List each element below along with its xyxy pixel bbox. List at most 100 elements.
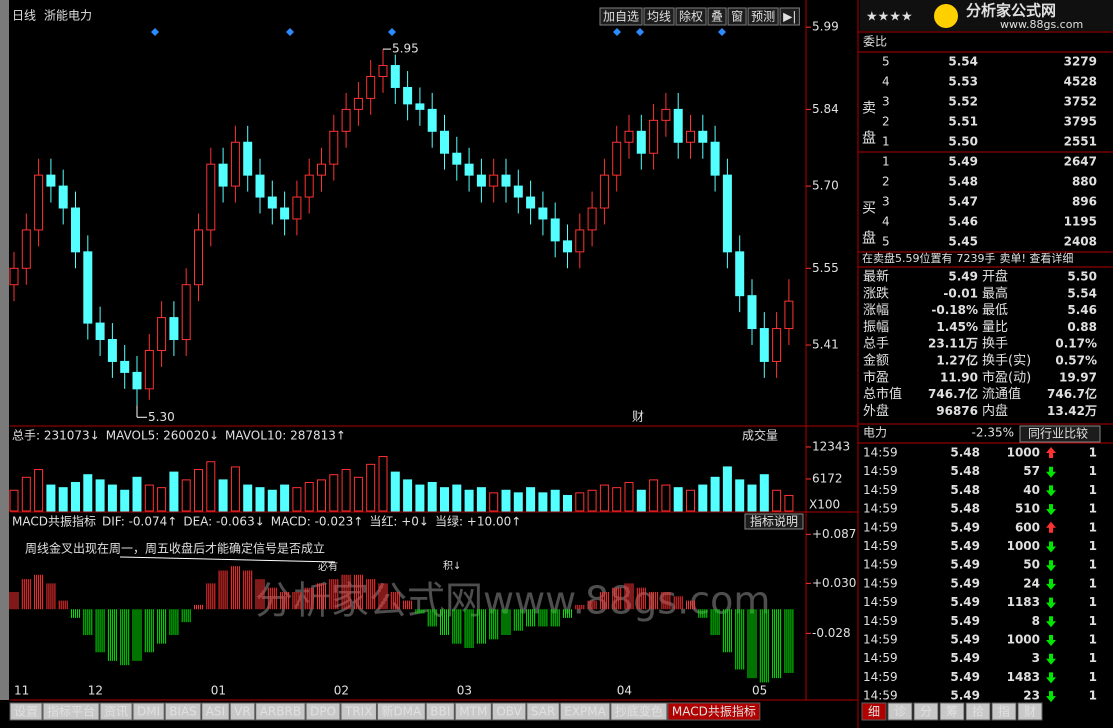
candle-body	[230, 141, 240, 187]
tab[interactable]	[454, 702, 492, 721]
industry-button[interactable]	[1019, 425, 1101, 443]
annotation: 周线金叉出现在周一，周五收盘后才能确定信号是否成立	[25, 541, 325, 556]
tab[interactable]	[255, 702, 306, 721]
tab-label[interactable]: BBI	[430, 705, 450, 719]
tab[interactable]	[340, 702, 377, 721]
toolbar-button-label[interactable]: 除权	[679, 9, 703, 24]
tab-label[interactable]: DMI	[137, 705, 160, 719]
tab-label[interactable]: DPO	[310, 705, 336, 719]
candle-body	[710, 141, 720, 176]
volume-bar	[181, 479, 191, 512]
toolbar-button-label[interactable]: 窗	[731, 10, 743, 24]
tab[interactable]	[9, 702, 43, 721]
toolbar-button-label[interactable]: ▶|	[783, 10, 796, 24]
tick-count: 1	[1089, 520, 1097, 534]
tick-count: 1	[1089, 689, 1097, 703]
toolbar-button-label[interactable]: 预测	[751, 10, 775, 24]
volume-bar	[489, 492, 499, 512]
volume-bar	[698, 484, 708, 512]
tab-label[interactable]: OBV	[496, 705, 522, 719]
tab-label[interactable]: EXPMA	[564, 705, 606, 719]
side-tab-label[interactable]: 筹	[946, 705, 958, 719]
toolbar-button[interactable]	[779, 7, 800, 26]
tab-label[interactable]: ARBRB	[260, 705, 301, 719]
toolbar-button[interactable]	[727, 7, 747, 26]
side-tab-label[interactable]: 分	[920, 705, 932, 719]
explain-button[interactable]	[744, 513, 804, 530]
side-tab-label[interactable]: 拾	[972, 704, 984, 719]
candle-body	[427, 108, 437, 132]
tick-time: 14:59	[863, 576, 898, 590]
tab-label[interactable]: ASI	[206, 705, 225, 719]
quote-label: 内盘	[982, 403, 1008, 419]
volume-bar	[686, 489, 695, 512]
tab[interactable]	[42, 702, 100, 721]
tick-volume: 1000	[1007, 633, 1040, 647]
tab-label[interactable]: 抄底变色	[615, 704, 663, 719]
tick-volume: 3	[1032, 651, 1040, 665]
logo-url: www.88gs.com	[1000, 18, 1083, 31]
side-tab[interactable]	[913, 702, 939, 721]
toolbar-button-label[interactable]: 加自选	[603, 10, 639, 24]
side-tab-label[interactable]: 财	[1024, 705, 1036, 719]
book-volume: 2551	[1064, 135, 1097, 149]
tab-label[interactable]: MACD共振指标	[672, 704, 756, 719]
candle-body	[735, 251, 745, 297]
tab[interactable]	[229, 702, 256, 721]
quote-label: 市盈	[863, 369, 889, 385]
tab-label[interactable]: 新DMA	[381, 704, 422, 719]
tab-label[interactable]: 资讯	[104, 705, 128, 719]
candle-body	[280, 207, 290, 220]
tab[interactable]	[559, 702, 611, 721]
tab-label[interactable]: TRIX	[344, 705, 372, 719]
explain-button-label[interactable]: 指标说明	[750, 514, 798, 529]
book-price: 5.46	[948, 215, 978, 229]
tab[interactable]	[132, 702, 165, 721]
candle-body	[267, 196, 277, 209]
side-tab[interactable]	[1017, 702, 1043, 721]
toolbar-button-label[interactable]: 叠	[711, 10, 723, 24]
side-tab[interactable]	[887, 702, 913, 721]
side-tab[interactable]	[991, 702, 1017, 721]
tick-arrow	[1046, 672, 1056, 684]
side-tab-label[interactable]: 细	[868, 705, 880, 719]
candle-body	[390, 65, 400, 88]
toolbar-button[interactable]	[675, 7, 707, 26]
book-volume: 1195	[1064, 215, 1097, 229]
toolbar-button-label[interactable]: 均线	[647, 10, 671, 24]
tab[interactable]	[526, 702, 560, 721]
tab-label[interactable]: VR	[234, 705, 251, 719]
toolbar-button[interactable]	[707, 7, 727, 26]
tab[interactable]	[305, 702, 341, 721]
tab-label[interactable]: 设置	[14, 705, 38, 719]
tab[interactable]	[164, 702, 202, 721]
tab-label[interactable]: 指标平台	[47, 704, 95, 719]
candle-body	[181, 284, 191, 341]
volume-bar	[132, 476, 142, 512]
tab-label[interactable]: SAR	[531, 705, 555, 719]
tab[interactable]	[667, 702, 761, 721]
tab[interactable]	[99, 702, 133, 721]
tab[interactable]	[376, 702, 426, 721]
tab-label[interactable]: BIAS	[169, 705, 197, 719]
tab[interactable]	[610, 702, 668, 721]
tab-label[interactable]: MTM	[459, 705, 487, 719]
tab[interactable]	[425, 702, 455, 721]
toolbar-button[interactable]	[747, 7, 779, 26]
side-tab-label[interactable]: 指	[998, 704, 1010, 719]
candle-body	[329, 130, 339, 165]
toolbar-button[interactable]	[599, 7, 643, 26]
tab[interactable]	[201, 702, 230, 721]
side-tab[interactable]	[861, 702, 887, 721]
tick-time: 14:59	[863, 483, 898, 497]
side-tab-label[interactable]: 诊	[894, 705, 906, 719]
side-tab[interactable]	[939, 702, 965, 721]
side-tab[interactable]	[965, 702, 991, 721]
volume-bar	[34, 469, 44, 512]
toolbar-button[interactable]	[643, 7, 675, 26]
industry-button-label[interactable]: 同行业比较	[1028, 426, 1088, 441]
tab[interactable]	[491, 702, 527, 721]
candle-body	[698, 130, 708, 143]
quote-value: 1.27亿	[936, 353, 978, 368]
book-volume: 3752	[1064, 95, 1097, 109]
